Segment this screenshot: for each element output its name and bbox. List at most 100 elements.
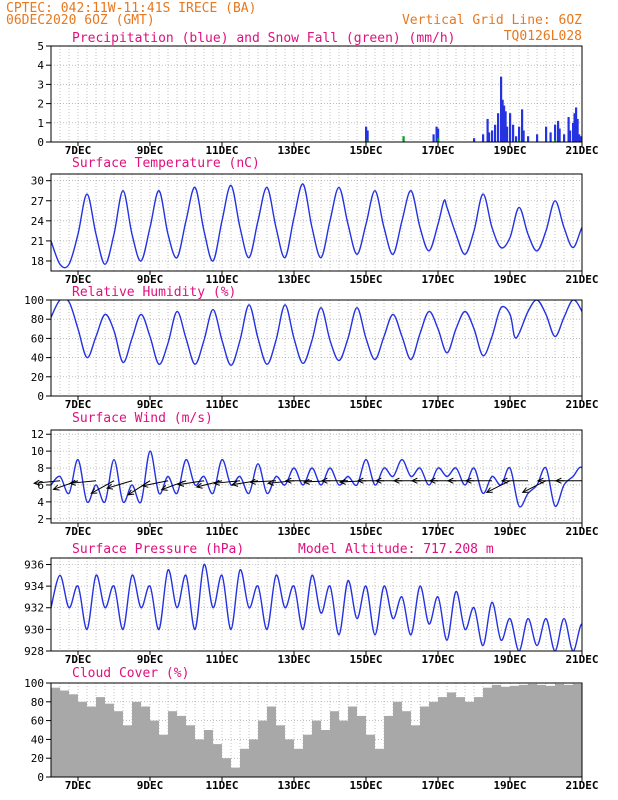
wind-arrow-head [392,477,400,484]
precip-bar [563,134,566,142]
wind-ytick-label: 10 [31,445,44,458]
date-header: 06DEC2020 6OZ (GMT) [6,13,155,28]
wind-arrow-head [536,477,544,484]
cloud-ytick-label: 60 [31,715,44,728]
cloud-bar [546,685,555,777]
pres-series-line [51,563,582,651]
wind-arrow-head [338,478,346,485]
cloud-bar [276,725,285,777]
precip-xtick-label: 13DEC [277,144,310,157]
wind-arrow-head [410,477,418,484]
pres-xtick-label: 13DEC [277,653,310,666]
precip-bar [491,130,494,142]
cloud-bar [69,694,78,777]
cloud-bar [267,706,276,777]
cloud-bar [330,711,339,777]
precip-title: Precipitation (blue) and Snow Fall (gree… [72,31,456,46]
wind-title: Surface Wind (m/s) [72,411,213,426]
wind-arrow-head [500,477,508,484]
precip-bar [576,118,579,142]
cloud-bar [87,706,96,777]
cloud-bar [249,739,258,777]
precip-bar [365,126,368,142]
cloud-xtick-label: 19DEC [493,779,526,792]
cloud-bar [168,711,177,777]
precip-xtick-label: 9DEC [137,144,164,157]
rh-xtick-label: 13DEC [277,398,310,411]
precip-bar [488,132,491,142]
temp-frame [50,173,583,272]
cloud-bar [177,715,186,777]
pres-xtick-label: 21DEC [565,653,598,666]
pres-panel: 928 930 932 934 936 7DEC 9DEC 11DEC 13DEC 15DEC 17… [24,542,598,666]
snow-bar [437,138,440,142]
precip-panel: 0 1 2 3 4 5 7DEC 9DEC 11DEC 13DEC 15DEC 17DEC 19DEC 2… [37,31,598,157]
wind-frame [50,429,583,524]
precip-bar [437,128,440,142]
cloud-bar [402,711,411,777]
wind-arrow-head [356,477,364,484]
precip-bar [572,122,575,142]
cloud-xtick-label: 13DEC [277,779,310,792]
rh-xtick-label: 7DEC [65,398,92,411]
wind-xtick-label: 7DEC [65,525,92,538]
precip-xtick-label: 21DEC [565,144,598,157]
cloud-bar [393,701,402,777]
cloud-bar [78,701,87,777]
temp-ytick-label: 24 [31,215,45,228]
precip-bar [512,124,515,142]
cloud-bar [60,690,69,777]
cloud-bar [123,725,132,777]
temp-xtick-label: 9DEC [137,273,164,286]
rh-ytick-label: 20 [31,371,44,384]
temp-xtick-label: 17DEC [421,273,454,286]
pres-xtick-label: 17DEC [421,653,454,666]
precip-bar [554,124,557,142]
cloud-bar [528,683,537,777]
precip-bar [569,130,572,142]
cloud-bar [96,697,105,777]
wind-arrow [91,480,115,494]
temp-panel: 18 21 24 27 30 7DEC 9DEC 11DEC 13DEC 15DEC 17DEC 19… [31,156,599,286]
temp-ytick-label: 21 [31,235,44,248]
wind-xtick-label: 15DEC [349,525,382,538]
precip-xtick-label: 7DEC [65,144,92,157]
wind-xtick-label: 9DEC [137,525,164,538]
cloud-bar [420,706,429,777]
precip-bar [521,109,524,142]
cloud-ytick-label: 100 [24,677,44,690]
cloud-bar [285,739,294,777]
wind-ytick-label: 8 [37,462,44,475]
cloud-bar [474,697,483,777]
cloud-bar [348,706,357,777]
wind-arrow [196,480,223,488]
rh-frame [50,299,583,397]
cloud-bar [105,703,114,777]
wind-arrow-head [248,478,256,485]
wind-xtick-label: 17DEC [421,525,454,538]
wind-series-line [51,450,582,508]
wind-xtick-label: 11DEC [205,525,238,538]
precip-bar [536,134,539,142]
cloud-bar [447,692,456,777]
temp-xtick-label: 21DEC [565,273,598,286]
precip-ytick-label: 0 [37,136,44,149]
pres-ytick-label: 934 [24,580,44,593]
wind-xtick-label: 21DEC [565,525,598,538]
cloud-bar [537,684,546,777]
wind-arrow-head [374,477,382,484]
precip-bar [518,126,521,142]
cloud-bar [213,744,222,777]
precip-bar [500,76,503,142]
temp-xtick-label: 11DEC [205,273,238,286]
cloud-bar [186,725,195,777]
pres-ytick-label: 930 [24,623,44,636]
rh-series-line [51,300,582,367]
cloud-bar [222,758,231,777]
wind-ytick-label: 2 [37,513,44,526]
temp-series-line [51,183,582,269]
temp-xtick-label: 7DEC [65,273,92,286]
precip-bar [504,111,507,142]
precip-ytick-label: 3 [37,78,44,91]
